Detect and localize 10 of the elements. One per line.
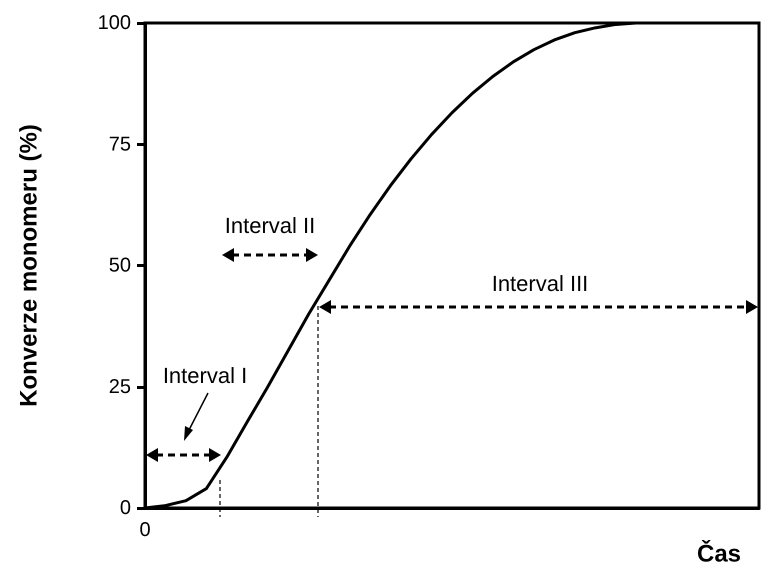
annotation: Interval II bbox=[224, 213, 316, 238]
annotation: Interval III bbox=[492, 271, 588, 296]
x-axis-title: Čas bbox=[697, 540, 742, 566]
y-tick-label: 0 bbox=[120, 497, 131, 519]
y-tick-label: 25 bbox=[108, 376, 131, 398]
y-tick-label: 75 bbox=[108, 133, 131, 156]
y-tick-label: 50 bbox=[108, 254, 131, 276]
y-axis-title: Konverze monomeru (%) bbox=[16, 124, 42, 407]
y-tick-label: 100 bbox=[98, 12, 131, 34]
annotation: Interval I bbox=[162, 363, 248, 388]
